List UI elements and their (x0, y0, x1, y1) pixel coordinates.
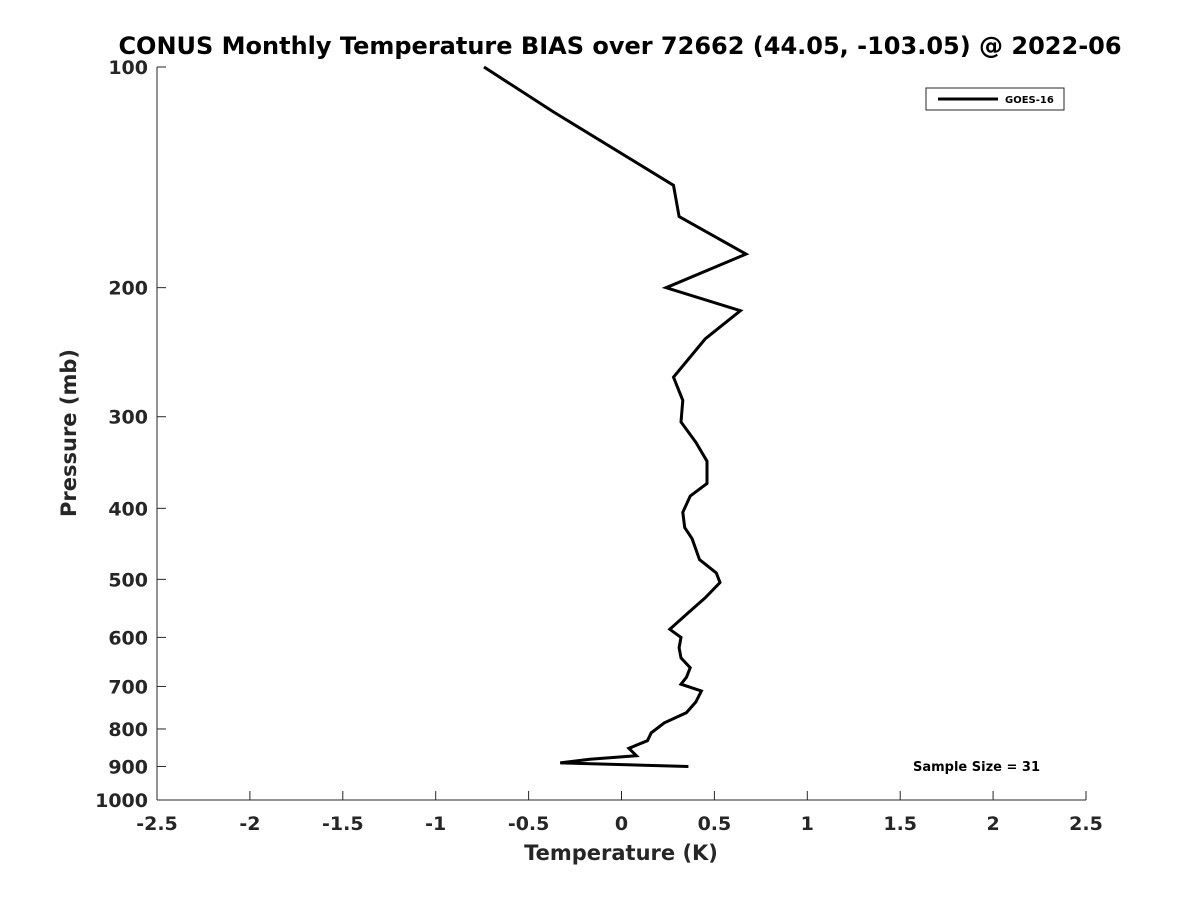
series-layer (483, 65, 750, 768)
y-tick-label: 500 (108, 569, 148, 591)
y-axis-ticks: 100 200 300 400 500 600 700 800 900 1000 (95, 57, 166, 812)
y-tick-label: 800 (108, 719, 148, 741)
x-tick-label: 0.5 (698, 813, 732, 835)
y-axis-label: Pressure (mb) (57, 349, 81, 517)
legend: GOES-16 (925, 87, 1065, 111)
chart-title: CONUS Monthly Temperature BIAS over 7266… (118, 32, 1121, 60)
y-tick-label: 900 (108, 756, 148, 778)
x-tick-label: -0.5 (508, 813, 550, 835)
y-tick-label: 300 (108, 407, 148, 429)
y-tick-label: 400 (108, 498, 148, 520)
x-tick-label: 1.5 (883, 813, 917, 835)
y-tick-label: 600 (108, 627, 148, 649)
y-tick-label: 700 (108, 676, 148, 698)
y-tick-label: 100 (108, 57, 148, 79)
y-tick-label: 1000 (95, 790, 148, 812)
x-tick-label: 2.5 (1069, 813, 1103, 835)
x-tick-label: 0 (615, 813, 628, 835)
x-tick-label: 1 (801, 813, 814, 835)
x-tick-label: -1 (425, 813, 446, 835)
sample-size-annotation: Sample Size = 31 (913, 760, 1040, 775)
plot-area (157, 67, 1086, 800)
x-tick-label: 2 (986, 813, 999, 835)
legend-label-goes16: GOES-16 (1005, 95, 1054, 106)
x-tick-label: -1.5 (322, 813, 364, 835)
x-axis-label: Temperature (K) (524, 841, 718, 865)
x-tick-label: -2 (239, 813, 260, 835)
x-axis-ticks: -2.5 -2 -1.5 -1 -0.5 0 0.5 1 1.5 2 2.5 (136, 791, 1103, 835)
y-tick-label: 200 (108, 278, 148, 300)
series-line-goes16 (483, 65, 750, 768)
x-tick-label: -2.5 (136, 813, 178, 835)
